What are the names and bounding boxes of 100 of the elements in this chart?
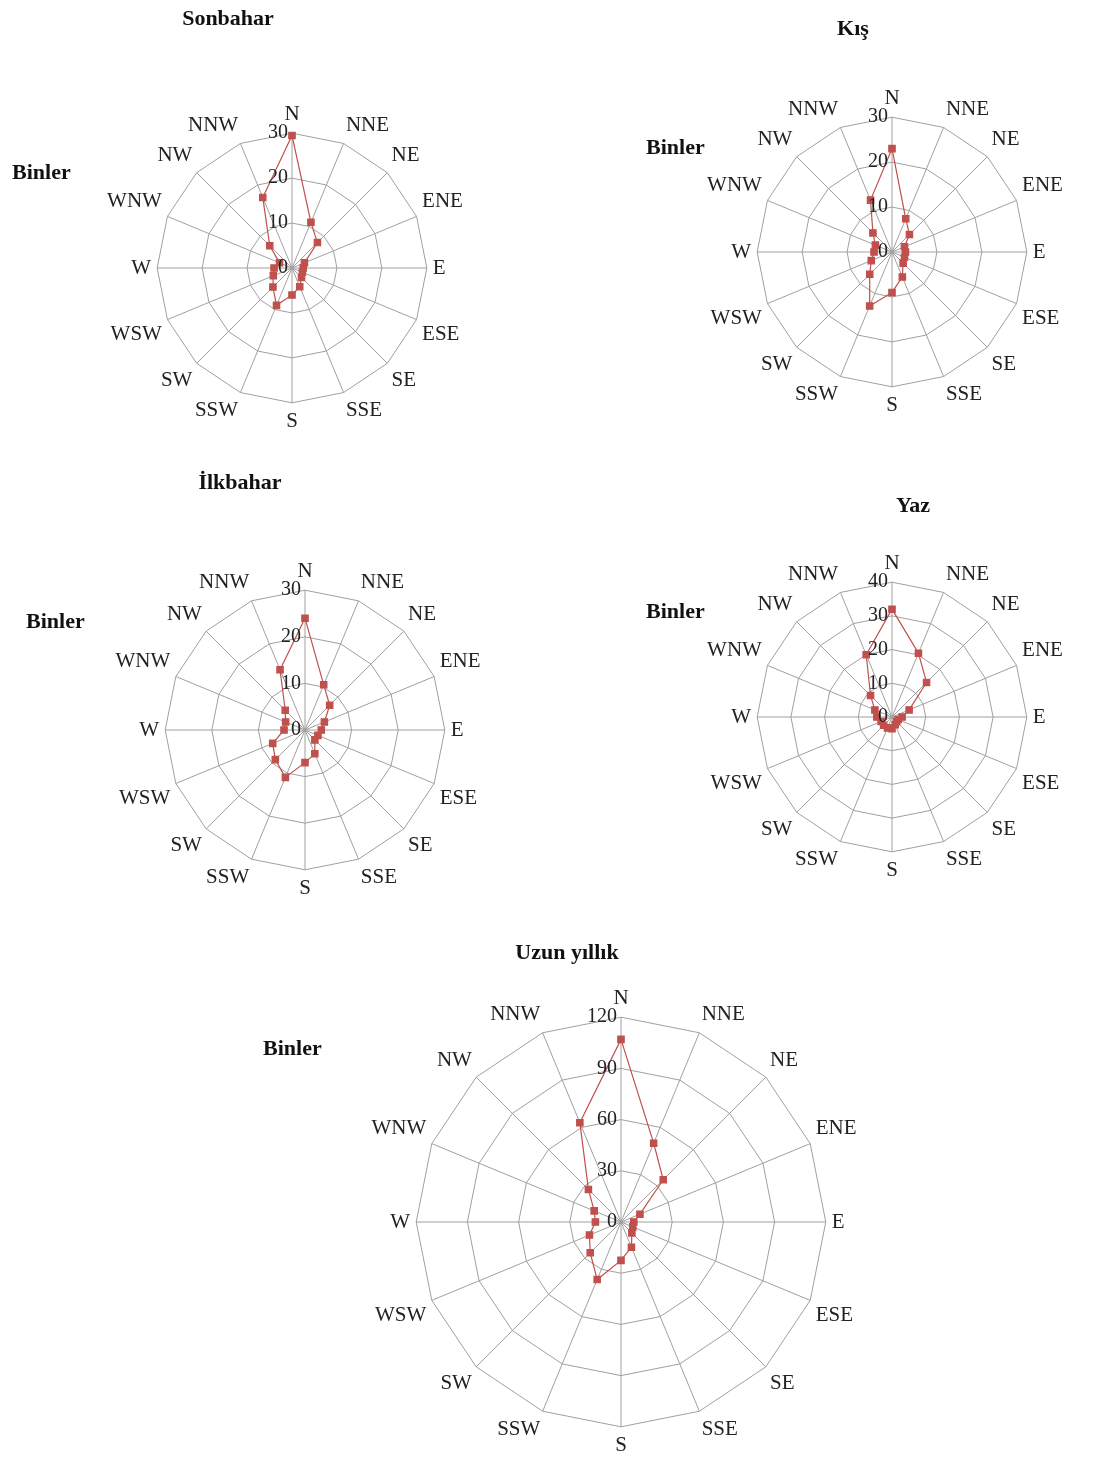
spoke-label: NW [157, 142, 193, 167]
y-tick-label: 10 [281, 670, 301, 693]
spoke-label: SW [440, 1370, 473, 1395]
spoke-label: SE [770, 1370, 795, 1395]
spoke-label: NNE [701, 1001, 745, 1026]
spoke-label: NNE [345, 111, 390, 136]
spoke-label: SSW [497, 1415, 541, 1440]
spoke-label: NNW [787, 560, 839, 585]
spoke-label: ESE [422, 321, 460, 345]
spoke-label: WSW [374, 1301, 427, 1326]
y-tick-label: 20 [868, 149, 888, 172]
spoke-label: SSE [345, 397, 383, 422]
spoke-label: SSW [794, 381, 839, 406]
y-tick-label: 30 [597, 1158, 617, 1181]
spoke-label: WSW [710, 305, 763, 329]
spoke-label: S [286, 407, 298, 432]
spoke-label: WSW [710, 770, 763, 794]
spoke-label: NW [757, 126, 793, 151]
spoke-label: ESE [1022, 305, 1060, 329]
y-tick-label: 120 [587, 1004, 617, 1027]
text: Binler [12, 159, 71, 185]
y-tick-label: 10 [268, 210, 288, 233]
spoke-label: NNE [360, 569, 404, 594]
spoke-label: SSE [945, 846, 983, 871]
spoke-label: SSE [360, 863, 397, 888]
spoke-label: NE [770, 1046, 799, 1071]
y-tick-label: 30 [868, 104, 888, 127]
spoke-label: WNW [707, 637, 763, 662]
spoke-label: SSW [194, 397, 239, 422]
spoke-label: ESE [815, 1301, 854, 1326]
spoke-label: W [390, 1208, 411, 1233]
spoke-label: NNW [787, 95, 839, 120]
spoke-label: S [886, 391, 898, 416]
spoke-label: SW [160, 366, 193, 391]
spoke-label: NNW [187, 111, 239, 136]
y-tick-label: 30 [868, 603, 888, 626]
text: Binler [26, 608, 85, 634]
spoke-label: ENE [1022, 172, 1063, 197]
chart-title: Yaz [895, 492, 931, 518]
text: Binler [646, 598, 705, 624]
spoke-label: S [299, 874, 311, 899]
spoke-label: SSE [945, 381, 983, 406]
spoke-label: SE [391, 366, 417, 391]
spoke-label: SSW [206, 863, 250, 888]
spoke-label: ESE [439, 784, 478, 809]
spoke-label: NNE [945, 560, 990, 585]
spoke-label: E [1032, 703, 1046, 728]
spoke-label: W [731, 238, 752, 263]
spoke-label: SE [408, 832, 433, 857]
spoke-label: E [450, 716, 464, 741]
spoke-label: NE [991, 126, 1020, 151]
spoke-label: S [615, 1431, 627, 1456]
spoke-label: W [131, 254, 152, 279]
spoke-label: SW [760, 815, 793, 840]
spoke-label: ESE [1022, 770, 1060, 794]
spoke-label: WNW [371, 1115, 427, 1140]
y-tick-label: 60 [597, 1106, 617, 1129]
spoke-label: NE [408, 600, 437, 625]
spoke-label: SE [991, 815, 1017, 840]
spoke-label: NW [436, 1046, 473, 1071]
chart-title: Sonbahar [182, 5, 274, 31]
chart-title: Uzun yıllık [515, 939, 619, 965]
y-tick-label: 0 [607, 1209, 617, 1232]
spoke-label: E [432, 254, 446, 279]
spoke-label: SE [991, 350, 1017, 375]
spoke-label: ENE [1022, 637, 1063, 662]
spoke-label: WSW [110, 321, 163, 345]
spoke-label: NNW [490, 1001, 541, 1026]
spoke-label: NE [991, 591, 1020, 616]
text: Binler [646, 134, 705, 160]
spoke-label: W [139, 716, 160, 741]
y-tick-label: 0 [278, 255, 288, 278]
chart-title: Kış [837, 15, 869, 41]
y-tick-label: 40 [868, 569, 888, 592]
spoke-label: WNW [707, 172, 763, 197]
y-tick-label: 30 [281, 577, 301, 600]
spoke-label: S [886, 856, 898, 881]
spoke-label: NW [757, 591, 793, 616]
y-tick-label: 10 [868, 194, 888, 217]
y-tick-label: 10 [868, 670, 888, 693]
spoke-label: E [831, 1208, 845, 1233]
chart-title: İlkbahar [198, 469, 282, 495]
spoke-label: SSW [794, 846, 839, 871]
spoke-label: ENE [815, 1115, 857, 1140]
spoke-label: W [731, 703, 752, 728]
spoke-label: SW [760, 350, 793, 375]
spoke-label: NNE [945, 95, 990, 120]
text: Binler [263, 1035, 322, 1061]
spoke-label: ENE [422, 188, 463, 213]
y-tick-label: 30 [268, 120, 288, 143]
spoke-label: NW [166, 600, 203, 625]
spoke-label: WSW [118, 784, 171, 809]
spoke-label: WNW [115, 648, 171, 673]
spoke-label: ENE [439, 648, 481, 673]
spoke-label: NNW [199, 569, 250, 594]
y-tick-label: 0 [878, 239, 888, 262]
spoke-label: E [1032, 238, 1046, 263]
spoke-label: NE [391, 142, 420, 167]
y-tick-label: 0 [291, 717, 301, 740]
spoke-label: SW [170, 832, 203, 857]
